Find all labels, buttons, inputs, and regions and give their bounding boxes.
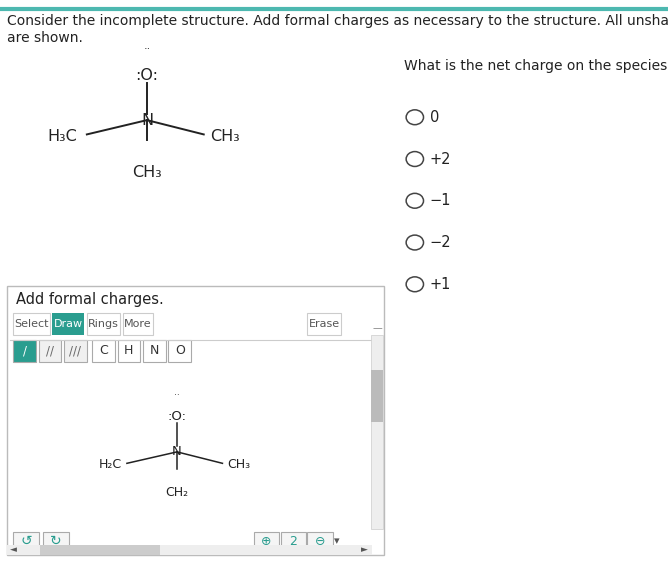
Text: —: — <box>373 323 382 333</box>
Text: N: N <box>172 446 182 458</box>
Text: /: / <box>23 344 27 358</box>
Text: ⊕: ⊕ <box>261 535 272 547</box>
Text: Select: Select <box>15 319 49 329</box>
FancyBboxPatch shape <box>7 286 384 555</box>
Text: N: N <box>150 344 159 358</box>
Text: 2: 2 <box>289 535 297 547</box>
Bar <box>371 370 383 422</box>
Text: −1: −1 <box>430 193 451 208</box>
FancyBboxPatch shape <box>307 313 341 335</box>
FancyBboxPatch shape <box>168 340 191 362</box>
Text: C: C <box>99 344 108 358</box>
FancyBboxPatch shape <box>118 340 140 362</box>
Text: ··: ·· <box>174 391 180 400</box>
Text: O: O <box>175 344 184 358</box>
Text: ··: ·· <box>144 45 150 54</box>
Text: CH₃: CH₃ <box>132 165 162 180</box>
Text: 0: 0 <box>430 110 439 125</box>
Text: H₂C: H₂C <box>99 458 122 471</box>
Text: ▾: ▾ <box>334 536 339 546</box>
Text: Erase: Erase <box>309 319 339 329</box>
Bar <box>7 545 372 555</box>
FancyBboxPatch shape <box>87 313 120 335</box>
Text: :O:: :O: <box>136 68 158 83</box>
Bar <box>371 335 383 529</box>
FancyBboxPatch shape <box>64 340 87 362</box>
Text: +1: +1 <box>430 277 451 292</box>
Text: More: More <box>124 319 152 329</box>
FancyBboxPatch shape <box>281 532 306 550</box>
Bar <box>40 545 160 555</box>
Text: H₃C: H₃C <box>47 129 77 144</box>
Text: :O:: :O: <box>168 410 186 423</box>
FancyBboxPatch shape <box>123 313 153 335</box>
FancyBboxPatch shape <box>92 340 115 362</box>
FancyBboxPatch shape <box>39 340 61 362</box>
Text: ↻: ↻ <box>50 534 62 548</box>
Text: Consider the incomplete structure. Add formal charges as necessary to the struct: Consider the incomplete structure. Add f… <box>7 14 668 45</box>
Text: ►: ► <box>361 545 367 554</box>
Text: What is the net charge on the species?: What is the net charge on the species? <box>404 59 668 73</box>
Text: ↺: ↺ <box>20 534 32 548</box>
FancyBboxPatch shape <box>13 313 50 335</box>
Text: N: N <box>141 113 153 128</box>
Text: −2: −2 <box>430 235 451 250</box>
FancyBboxPatch shape <box>307 532 333 550</box>
Text: ◄: ◄ <box>10 545 17 554</box>
FancyBboxPatch shape <box>254 532 279 550</box>
FancyBboxPatch shape <box>52 313 84 335</box>
Text: CH₃: CH₃ <box>227 458 250 471</box>
FancyBboxPatch shape <box>143 340 166 362</box>
Text: //: // <box>46 344 54 358</box>
Text: CH₂: CH₂ <box>166 486 188 499</box>
FancyBboxPatch shape <box>13 532 39 550</box>
Text: Add formal charges.: Add formal charges. <box>16 292 164 307</box>
Text: +2: +2 <box>430 152 451 166</box>
FancyBboxPatch shape <box>13 340 36 362</box>
Text: ⊖: ⊖ <box>315 535 325 547</box>
Text: ///: /// <box>69 344 81 358</box>
Text: CH₃: CH₃ <box>210 129 240 144</box>
Text: H: H <box>124 344 134 358</box>
FancyBboxPatch shape <box>43 532 69 550</box>
Text: Rings: Rings <box>88 319 119 329</box>
Text: Draw: Draw <box>53 319 83 329</box>
